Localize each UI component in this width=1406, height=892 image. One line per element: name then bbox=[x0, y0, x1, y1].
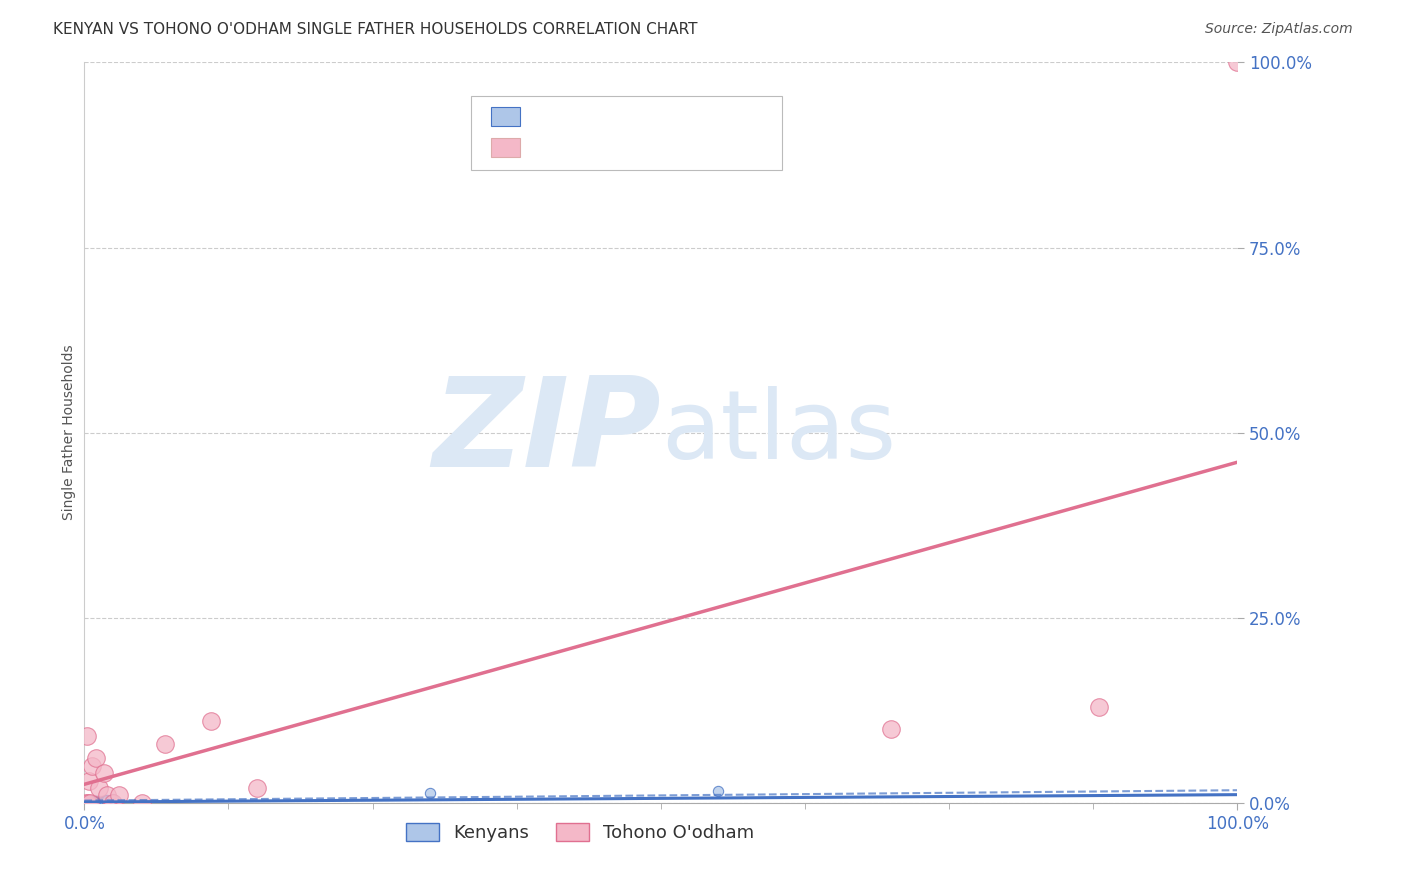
Point bbox=[93, 766, 115, 780]
Point bbox=[76, 796, 98, 810]
Point bbox=[77, 796, 100, 810]
Legend: Kenyans, Tohono O'odham: Kenyans, Tohono O'odham bbox=[399, 815, 761, 849]
Point bbox=[79, 796, 101, 810]
Point bbox=[83, 794, 105, 808]
Point bbox=[98, 793, 121, 807]
Point bbox=[89, 794, 111, 808]
Point bbox=[82, 796, 104, 810]
Text: Source: ZipAtlas.com: Source: ZipAtlas.com bbox=[1205, 22, 1353, 37]
Point bbox=[87, 795, 110, 809]
Point bbox=[103, 796, 124, 810]
Point bbox=[1226, 55, 1249, 70]
Point bbox=[153, 737, 176, 751]
Point bbox=[96, 793, 118, 807]
Text: R = 0.544   N = 20: R = 0.544 N = 20 bbox=[537, 138, 723, 157]
Point bbox=[86, 794, 108, 808]
Point bbox=[87, 794, 110, 808]
Point bbox=[90, 794, 112, 808]
Text: atlas: atlas bbox=[661, 386, 896, 479]
Point bbox=[79, 796, 101, 810]
Point bbox=[84, 795, 107, 809]
Point bbox=[89, 794, 111, 808]
Point bbox=[83, 796, 105, 810]
Text: ZIP: ZIP bbox=[432, 372, 661, 493]
Point bbox=[82, 795, 104, 809]
Point bbox=[91, 794, 114, 808]
Point bbox=[96, 789, 118, 803]
Text: R = 0.347   N = 36: R = 0.347 N = 36 bbox=[537, 107, 723, 126]
Point bbox=[84, 751, 107, 765]
Point bbox=[75, 796, 97, 810]
Point bbox=[83, 795, 105, 809]
Point bbox=[1088, 699, 1111, 714]
Point bbox=[76, 794, 98, 808]
Point bbox=[200, 714, 222, 729]
Point bbox=[80, 795, 103, 809]
Point bbox=[84, 794, 107, 808]
Point bbox=[84, 794, 107, 808]
Point bbox=[89, 780, 111, 795]
Point bbox=[419, 786, 441, 800]
Point bbox=[96, 793, 118, 807]
Y-axis label: Single Father Households: Single Father Households bbox=[62, 345, 76, 520]
Point bbox=[79, 794, 101, 808]
Point bbox=[246, 780, 269, 795]
FancyBboxPatch shape bbox=[491, 107, 520, 126]
FancyBboxPatch shape bbox=[491, 138, 520, 157]
Point bbox=[76, 796, 98, 810]
Point bbox=[131, 796, 153, 810]
Point bbox=[880, 722, 903, 736]
Point bbox=[93, 794, 115, 808]
Point bbox=[76, 796, 98, 810]
Point bbox=[82, 758, 104, 772]
Point bbox=[80, 794, 103, 808]
Point bbox=[108, 789, 131, 803]
Point bbox=[77, 794, 100, 808]
Point bbox=[76, 729, 98, 743]
Point bbox=[89, 795, 111, 809]
Point bbox=[77, 773, 100, 788]
Point bbox=[103, 792, 124, 806]
Text: KENYAN VS TOHONO O'ODHAM SINGLE FATHER HOUSEHOLDS CORRELATION CHART: KENYAN VS TOHONO O'ODHAM SINGLE FATHER H… bbox=[53, 22, 697, 37]
Point bbox=[82, 794, 104, 808]
Point bbox=[94, 794, 117, 808]
Point bbox=[707, 784, 730, 798]
Point bbox=[83, 796, 105, 810]
Point bbox=[83, 794, 105, 808]
FancyBboxPatch shape bbox=[471, 95, 782, 169]
